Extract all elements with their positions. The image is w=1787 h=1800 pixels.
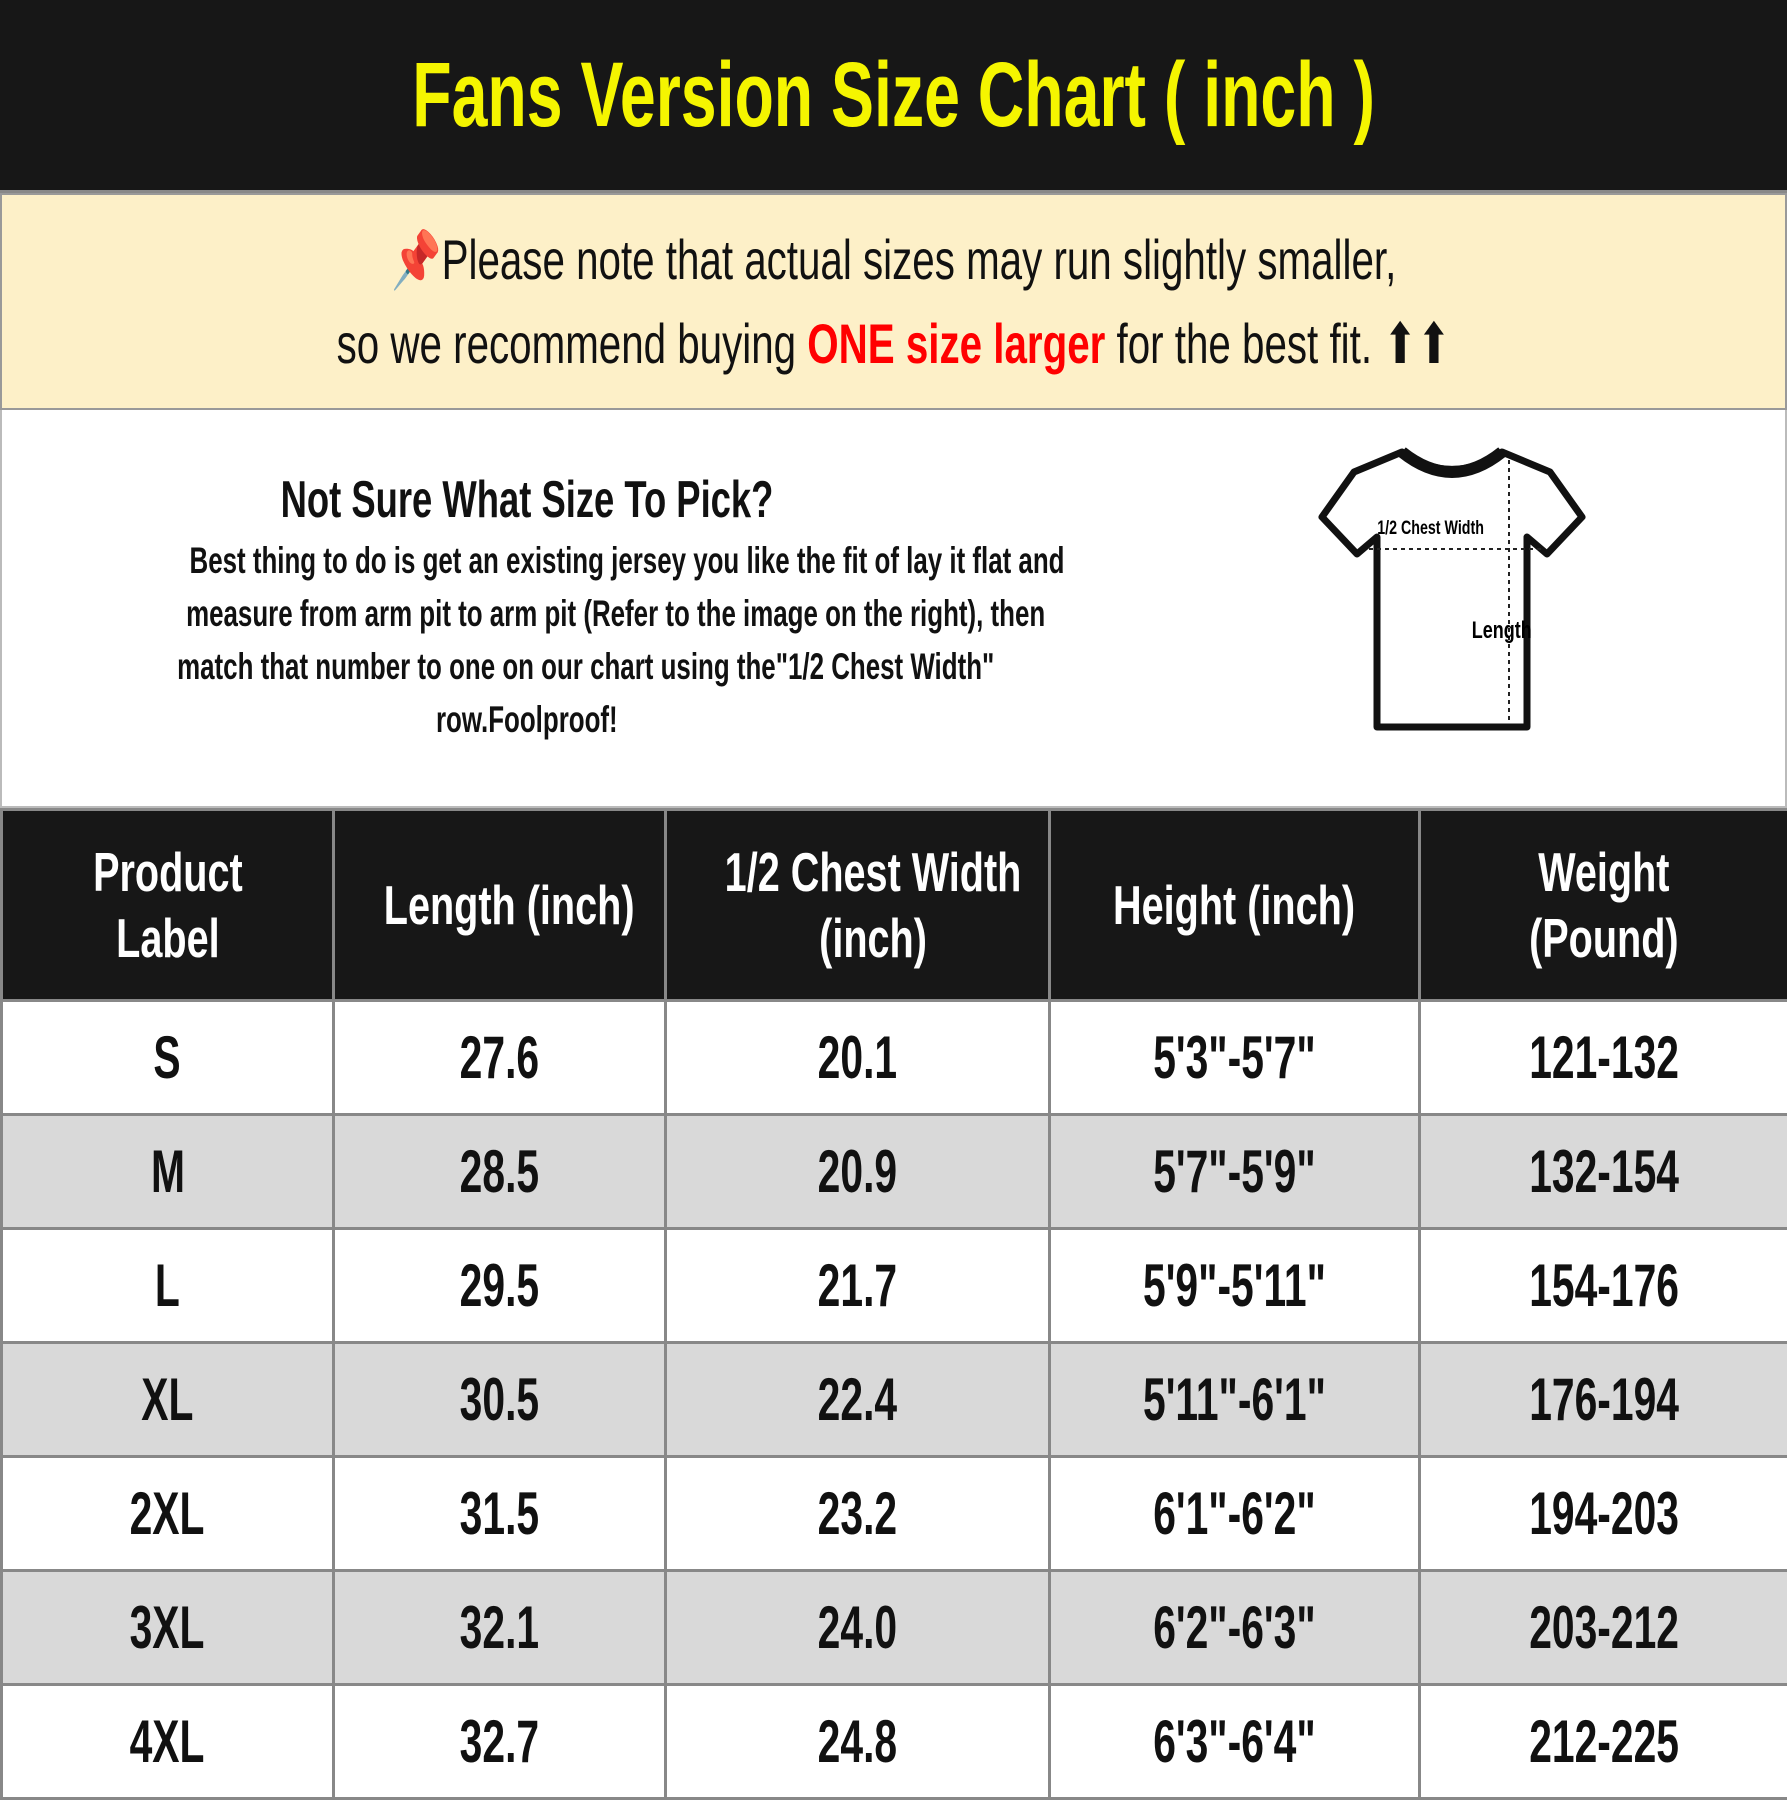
help-line: row.Foolproof! (436, 693, 618, 746)
cell-size: S (2, 1001, 334, 1115)
cell-height: 5'7"-5'9" (1050, 1115, 1420, 1229)
cell-weight: 176-194 (1420, 1343, 1787, 1457)
cell-length: 30.5 (334, 1343, 666, 1457)
cell-weight: 154-176 (1420, 1229, 1787, 1343)
pushpin-icon: 📌 (391, 228, 441, 291)
cell-chest-width: 22.4 (666, 1343, 1050, 1457)
length-label: Length (1472, 618, 1532, 644)
header-weight: Weight(Pound) (1420, 810, 1787, 1001)
cell-height: 5'11"-6'1" (1050, 1343, 1420, 1457)
note-line-1: Please note that actual sizes may run sl… (441, 228, 1396, 291)
help-line: measure from arm pit to arm pit (Refer t… (186, 587, 1045, 640)
cell-chest-width: 20.9 (666, 1115, 1050, 1229)
cell-chest-width: 23.2 (666, 1457, 1050, 1571)
cell-size: 3XL (2, 1571, 334, 1685)
cell-height: 6'2"-6'3" (1050, 1571, 1420, 1685)
cell-length: 32.7 (334, 1685, 666, 1799)
cell-height: 5'9"-5'11" (1050, 1229, 1420, 1343)
cell-weight: 132-154 (1420, 1115, 1787, 1229)
cell-length: 28.5 (334, 1115, 666, 1229)
cell-size: 4XL (2, 1685, 334, 1799)
cell-chest-width: 24.0 (666, 1571, 1050, 1685)
sizing-note: 📌Please note that actual sizes may run s… (0, 193, 1787, 410)
cell-length: 32.1 (334, 1571, 666, 1685)
cell-weight: 212-225 (1420, 1685, 1787, 1799)
cell-weight: 121-132 (1420, 1001, 1787, 1115)
cell-chest-width: 24.8 (666, 1685, 1050, 1799)
cell-chest-width: 21.7 (666, 1229, 1050, 1343)
up-arrows-icon: ⬆⬆ (1383, 312, 1451, 375)
cell-length: 29.5 (334, 1229, 666, 1343)
header-length: Length (inch) (334, 810, 666, 1001)
cell-height: 5'3"-5'7" (1050, 1001, 1420, 1115)
header-chest-width: 1/2 Chest Width(inch) (666, 810, 1050, 1001)
tshirt-diagram-icon: 1/2 Chest Width Length (1312, 442, 1592, 732)
cell-chest-width: 20.1 (666, 1001, 1050, 1115)
note-line-2-post: for the best fit. (1105, 312, 1372, 375)
cell-weight: 203-212 (1420, 1571, 1787, 1685)
note-line-2-pre: so we recommend buying (336, 312, 807, 375)
page-title: Fans Version Size Chart ( inch ) (412, 43, 1375, 148)
title-banner: Fans Version Size Chart ( inch ) (0, 0, 1787, 193)
help-line: match that number to one on our chart us… (177, 640, 994, 693)
cell-size: XL (2, 1343, 334, 1457)
cell-length: 31.5 (334, 1457, 666, 1571)
cell-length: 27.6 (334, 1001, 666, 1115)
cell-weight: 194-203 (1420, 1457, 1787, 1571)
cell-size: L (2, 1229, 334, 1343)
note-highlight: ONE size larger (807, 312, 1105, 375)
cell-size: 2XL (2, 1457, 334, 1571)
help-heading: Not Sure What Size To Pick? (281, 470, 774, 530)
fit-help-section: Not Sure What Size To Pick? Best thing t… (0, 410, 1787, 808)
cell-height: 6'3"-6'4" (1050, 1685, 1420, 1799)
help-line: Best thing to do is get an existing jers… (189, 534, 1064, 587)
cell-size: M (2, 1115, 334, 1229)
cell-height: 6'1"-6'2" (1050, 1457, 1420, 1571)
chest-width-label: 1/2 Chest Width (1377, 517, 1484, 538)
header-height: Height (inch) (1050, 810, 1420, 1001)
